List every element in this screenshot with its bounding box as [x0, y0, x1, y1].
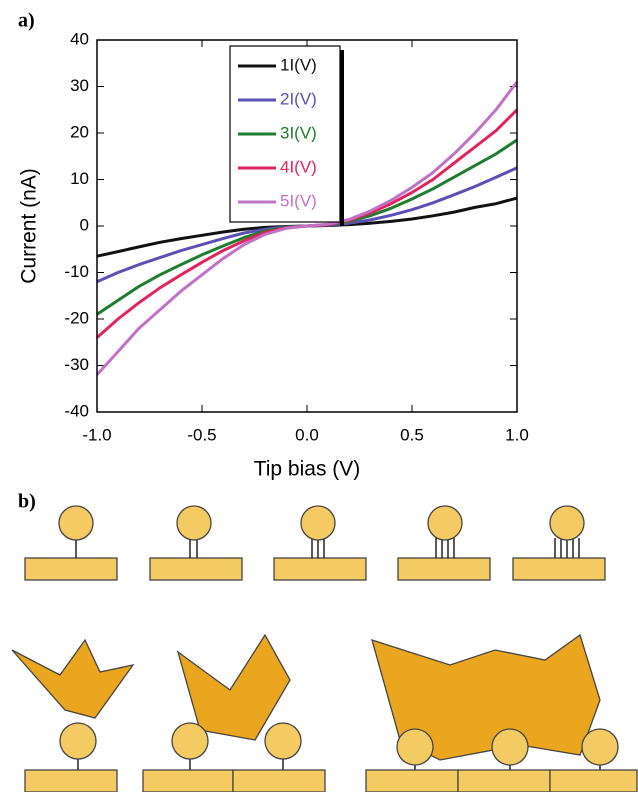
particle	[396, 728, 434, 766]
particle	[491, 728, 529, 766]
substrate	[232, 769, 326, 792]
substrate	[273, 557, 367, 581]
wires	[75, 538, 580, 558]
substrate	[549, 769, 638, 792]
substrate	[142, 769, 234, 792]
panel-label: a)	[18, 10, 35, 32]
plot-frame	[96, 39, 518, 413]
substrate	[397, 557, 491, 581]
particle	[300, 505, 336, 541]
substrate	[24, 769, 118, 792]
y-tick-label: -10	[64, 262, 89, 281]
panel-label: b)	[18, 491, 36, 513]
y-tick-label: 0	[80, 215, 89, 234]
x-tick-label: 0.5	[400, 425, 424, 444]
y-tick-label: 20	[70, 122, 89, 141]
y-tick-label: 10	[70, 169, 89, 188]
plot: -40 -30 -20 -10 0 10 20 30 40 -1.0 -0.5 0.0 0.5 1.0 1I…	[64, 29, 528, 444]
y-tick-label: 30	[70, 76, 89, 95]
x-tick-label: -1.0	[82, 425, 111, 444]
y-tick-label: -40	[64, 401, 89, 420]
substrate	[512, 557, 606, 581]
y-tick-label: 40	[70, 29, 89, 48]
particle	[171, 722, 209, 760]
x-tick-label: 0.0	[295, 425, 319, 444]
x-axis-label: Tip bias (V)	[254, 458, 361, 481]
y-tick-label: -30	[64, 355, 89, 374]
particle	[58, 505, 94, 541]
y-tick-label: -20	[64, 308, 89, 327]
x-tick-label: 1.0	[505, 425, 529, 444]
series-line	[95, 80, 519, 376]
particle	[581, 728, 619, 766]
substrate	[365, 769, 459, 792]
y-axis-label: Current (nA)	[18, 168, 41, 284]
legend-label: 4I(V)	[280, 157, 317, 176]
legend-label: 5I(V)	[280, 191, 317, 210]
cluster	[11, 638, 135, 719]
legend-label: 3I(V)	[280, 123, 317, 142]
substrate	[149, 557, 243, 581]
particle	[59, 722, 97, 760]
legend-shadow	[340, 50, 344, 226]
legend-label: 1I(V)	[280, 55, 317, 74]
particle	[264, 722, 302, 760]
particle	[427, 505, 463, 541]
particle	[549, 505, 585, 541]
substrate	[24, 557, 118, 581]
legend-label: 2I(V)	[280, 89, 317, 108]
diagram	[11, 505, 638, 792]
particle	[176, 505, 212, 541]
x-tick-label: -0.5	[187, 425, 216, 444]
substrate	[457, 769, 551, 792]
